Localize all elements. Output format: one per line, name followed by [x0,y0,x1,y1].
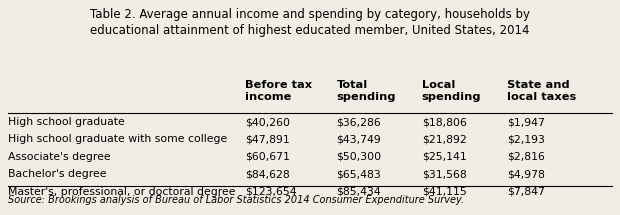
Text: $65,483: $65,483 [337,169,381,179]
Text: Bachelor's degree: Bachelor's degree [7,169,106,179]
Text: $7,847: $7,847 [507,187,545,197]
Text: $25,141: $25,141 [422,152,466,162]
Text: $36,286: $36,286 [337,117,381,127]
Text: $31,568: $31,568 [422,169,466,179]
Text: Local
spending: Local spending [422,80,481,101]
Text: $84,628: $84,628 [245,169,290,179]
Text: $85,434: $85,434 [337,187,381,197]
Text: $4,978: $4,978 [507,169,545,179]
Text: $1,947: $1,947 [507,117,545,127]
Text: State and
local taxes: State and local taxes [507,80,576,101]
Text: Source: Brookings analysis of Bureau of Labor Statistics 2014 Consumer Expenditu: Source: Brookings analysis of Bureau of … [7,195,464,204]
Text: $41,115: $41,115 [422,187,466,197]
Text: $47,891: $47,891 [245,134,290,144]
Text: High school graduate: High school graduate [7,117,125,127]
Text: $43,749: $43,749 [337,134,381,144]
Text: Associate's degree: Associate's degree [7,152,110,162]
Text: $2,816: $2,816 [507,152,545,162]
Text: $18,806: $18,806 [422,117,467,127]
Text: $40,260: $40,260 [245,117,290,127]
Text: $50,300: $50,300 [337,152,382,162]
Text: High school graduate with some college: High school graduate with some college [7,134,227,144]
Text: $21,892: $21,892 [422,134,466,144]
Text: $123,654: $123,654 [245,187,297,197]
Text: Table 2. Average annual income and spending by category, households by
education: Table 2. Average annual income and spend… [90,8,530,37]
Text: Total
spending: Total spending [337,80,396,101]
Text: $60,671: $60,671 [245,152,290,162]
Text: $2,193: $2,193 [507,134,545,144]
Text: Master's, professional, or doctoral degree: Master's, professional, or doctoral degr… [7,187,235,197]
Text: Before tax
income: Before tax income [245,80,312,101]
